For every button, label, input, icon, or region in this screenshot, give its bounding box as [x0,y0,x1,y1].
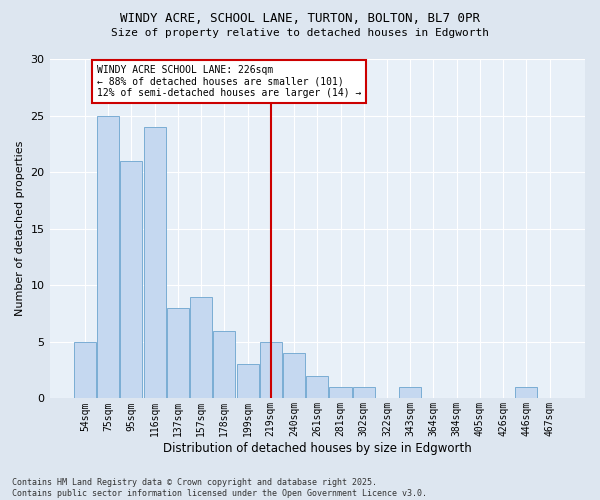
Bar [97,116,119,399]
Text: WINDY ACRE SCHOOL LANE: 226sqm
← 88% of detached houses are smaller (101)
12% of: WINDY ACRE SCHOOL LANE: 226sqm ← 88% of … [97,64,361,98]
Bar [283,353,305,399]
Bar [121,161,142,398]
Bar [143,127,166,398]
Bar [329,387,352,398]
X-axis label: Distribution of detached houses by size in Edgworth: Distribution of detached houses by size … [163,442,472,455]
Bar [74,342,96,398]
Bar [190,296,212,398]
Text: Contains HM Land Registry data © Crown copyright and database right 2025.
Contai: Contains HM Land Registry data © Crown c… [12,478,427,498]
Bar [167,308,189,398]
Text: WINDY ACRE, SCHOOL LANE, TURTON, BOLTON, BL7 0PR: WINDY ACRE, SCHOOL LANE, TURTON, BOLTON,… [120,12,480,26]
Bar [306,376,328,398]
Bar [236,364,259,398]
Bar [353,387,375,398]
Y-axis label: Number of detached properties: Number of detached properties [15,141,25,316]
Bar [399,387,421,398]
Text: Size of property relative to detached houses in Edgworth: Size of property relative to detached ho… [111,28,489,38]
Bar [515,387,538,398]
Bar [260,342,282,398]
Bar [213,330,235,398]
